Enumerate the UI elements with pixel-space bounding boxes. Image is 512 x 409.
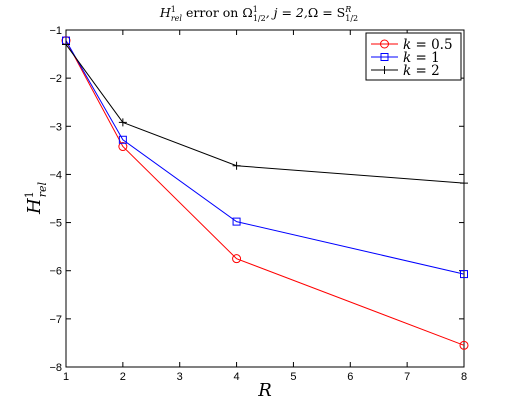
y-tick-label: −8 <box>49 362 62 374</box>
legend-label: k = 0.5 <box>403 37 453 53</box>
plot-area <box>65 29 465 368</box>
series-lines <box>61 36 469 350</box>
legend-label: k = 1 <box>403 50 440 66</box>
y-tick-label: −7 <box>49 314 62 326</box>
x-axis-label: R <box>257 380 272 401</box>
data-point <box>118 135 127 144</box>
series-2 <box>62 36 468 279</box>
legend-entry: k = 1 <box>371 50 440 66</box>
legend: k = 0.5k = 1k = 2 <box>365 32 462 81</box>
x-tick-label: 8 <box>461 371 467 383</box>
series-line <box>65 40 465 346</box>
legend-label: k = 2 <box>403 63 440 79</box>
chart-title: H1 rel error on Ω1 1/2, j = 2,Ω = SR 1/2 <box>159 5 358 23</box>
y-tick-label: −4 <box>49 169 62 181</box>
x-tick-label: 1 <box>63 371 69 383</box>
legend-entry: k = 0.5 <box>371 37 453 53</box>
series-3 <box>62 40 468 188</box>
y-axis-label: H1rel <box>23 182 49 215</box>
legend-marker <box>380 66 389 74</box>
x-tick-label: 5 <box>290 371 296 383</box>
axis-ticks: 1 2 3 4 5 6 7 8 −1 −2 −3 −4 −5 −6 −7 −8 <box>49 25 467 383</box>
legend-marker <box>380 53 389 61</box>
data-point <box>232 161 241 170</box>
data-point <box>459 340 469 350</box>
series-line <box>65 44 465 184</box>
y-tick-label: −6 <box>49 266 62 278</box>
data-point <box>232 217 241 226</box>
y-tick-label: −5 <box>49 218 62 230</box>
legend-entry: k = 2 <box>371 63 440 79</box>
y-tick-label: −1 <box>49 25 62 37</box>
x-tick-label: 6 <box>347 371 353 383</box>
data-point <box>232 254 242 264</box>
legend-marker <box>380 39 389 49</box>
y-tick-label: −3 <box>49 121 62 133</box>
x-tick-label: 3 <box>177 371 183 383</box>
x-tick-label: 7 <box>404 371 410 383</box>
x-tick-label: 2 <box>120 371 126 383</box>
y-tick-label: −2 <box>49 73 62 85</box>
data-point <box>460 179 468 188</box>
series-line <box>65 40 465 275</box>
data-point <box>118 118 127 127</box>
data-point <box>118 142 128 152</box>
data-point <box>460 270 468 279</box>
x-tick-label: 4 <box>234 371 240 383</box>
data-point <box>62 40 70 49</box>
